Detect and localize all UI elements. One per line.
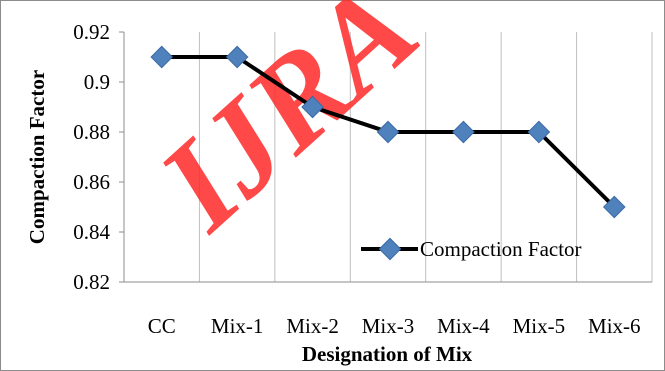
y-tick-labels: 0.82 0.84 0.86 0.88 0.9 0.92 [73,20,110,294]
y-tick-label: 0.9 [84,70,110,94]
y-tick-label: 0.84 [73,220,110,244]
y-tick-label: 0.92 [73,20,110,44]
data-point-marker [527,120,551,144]
x-axis-title: Designation of Mix [302,342,473,366]
axes [119,31,652,283]
data-point-marker [301,95,324,119]
series [150,45,626,219]
x-tick-label: Mix-1 [211,314,264,338]
y-tick-label: 0.88 [73,120,110,144]
data-point-marker [452,120,475,144]
watermark: IJRA [132,0,445,258]
legend: Compaction Factor [361,237,582,261]
x-tick-label: Mix-5 [513,314,566,338]
data-point-marker [150,45,174,69]
x-tick-label: CC [148,314,176,338]
legend-marker-swatch [378,237,402,261]
data-point-marker [376,120,400,144]
data-point-marker [602,195,626,219]
x-tick-label: Mix-4 [437,314,490,338]
x-tick-label: Mix-2 [286,314,339,338]
x-tick-label: Mix-6 [588,314,641,338]
data-point-marker [225,45,249,69]
y-tick-label: 0.86 [73,170,110,194]
y-tick-label: 0.82 [73,270,110,294]
x-tick-labels: CC Mix-1 Mix-2 Mix-3 Mix-4 Mix-5 Mix-6 [148,314,641,338]
x-tick-label: Mix-3 [362,314,415,338]
legend-label: Compaction Factor [420,237,582,261]
y-axis-title: Compaction Factor [25,70,49,244]
